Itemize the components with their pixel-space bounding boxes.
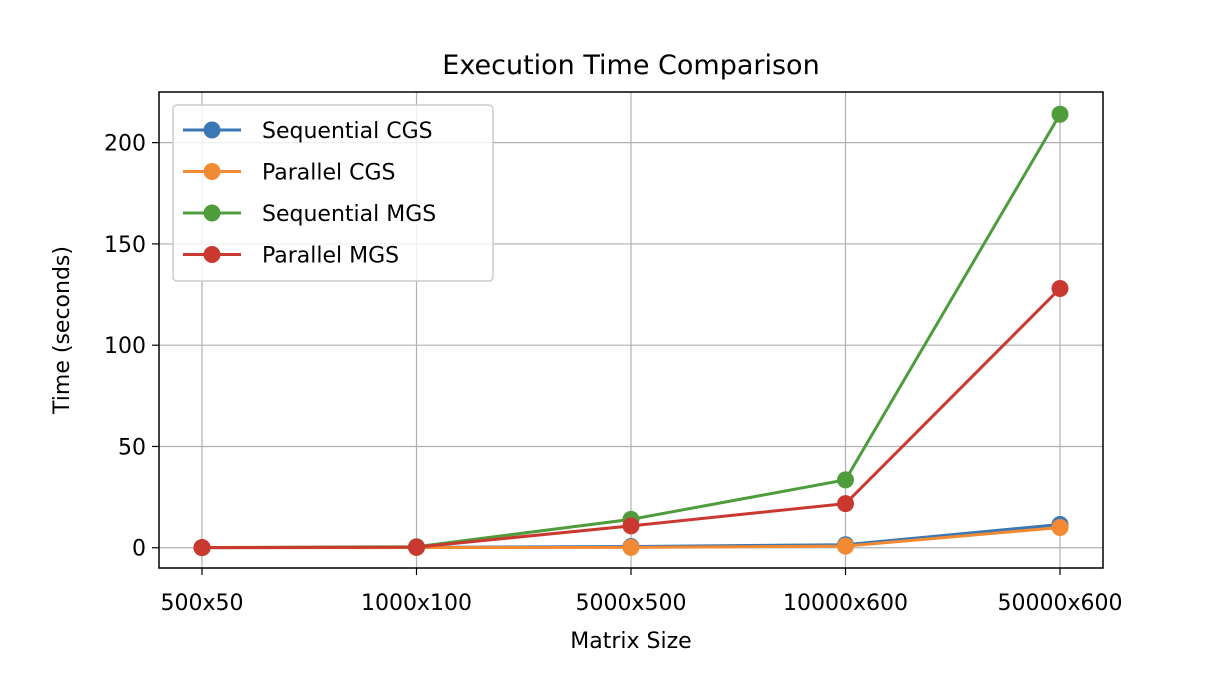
y-axis: 0 50 100 150 200 bbox=[104, 132, 159, 562]
data-point bbox=[1051, 105, 1069, 123]
legend-swatch-marker bbox=[203, 246, 221, 263]
y-tick-label: 0 bbox=[132, 537, 146, 562]
legend-label: Sequential MGS bbox=[262, 202, 436, 227]
legend-label: Sequential CGS bbox=[262, 119, 433, 144]
y-tick-label: 100 bbox=[104, 334, 146, 359]
x-tick-label: 1000x100 bbox=[361, 591, 472, 616]
data-point bbox=[837, 495, 854, 513]
x-tick-label: 500x50 bbox=[160, 591, 243, 616]
data-point bbox=[837, 471, 854, 489]
legend: Sequential CGS Parallel CGS Sequential MGS… bbox=[172, 104, 494, 282]
series-parallel-mgs bbox=[193, 279, 1069, 557]
legend-item: Parallel CGS bbox=[183, 161, 396, 186]
legend-item: Parallel MGS bbox=[183, 244, 399, 269]
legend-swatch-marker bbox=[203, 204, 221, 222]
y-tick-label: 50 bbox=[118, 435, 146, 460]
series-layer bbox=[193, 105, 1069, 557]
data-point bbox=[622, 517, 640, 535]
y-tick-label: 200 bbox=[104, 132, 146, 157]
y-axis-label: Time (seconds) bbox=[50, 246, 75, 415]
legend-swatch-marker bbox=[203, 121, 221, 139]
x-axis: 500x50 1000x100 5000x500 10000x600 50000x600 bbox=[160, 568, 1123, 616]
data-point bbox=[622, 538, 640, 556]
data-point bbox=[193, 539, 211, 557]
legend-swatch-marker bbox=[203, 163, 221, 180]
legend-item: Sequential MGS bbox=[183, 202, 436, 227]
data-point bbox=[408, 538, 425, 556]
x-tick-label: 50000x600 bbox=[998, 591, 1123, 616]
x-tick-label: 5000x500 bbox=[576, 591, 687, 616]
legend-box bbox=[172, 104, 494, 282]
y-tick-label: 150 bbox=[104, 233, 146, 258]
chart-title: Execution Time Comparison bbox=[442, 50, 819, 81]
data-point bbox=[1051, 518, 1069, 536]
legend-item: Sequential CGS bbox=[183, 119, 433, 144]
legend-label: Parallel MGS bbox=[262, 244, 399, 269]
x-axis-label: Matrix Size bbox=[570, 629, 691, 654]
data-point bbox=[1051, 279, 1069, 297]
x-tick-label: 10000x600 bbox=[783, 591, 908, 616]
legend-label: Parallel CGS bbox=[262, 161, 396, 186]
data-point bbox=[837, 537, 854, 555]
